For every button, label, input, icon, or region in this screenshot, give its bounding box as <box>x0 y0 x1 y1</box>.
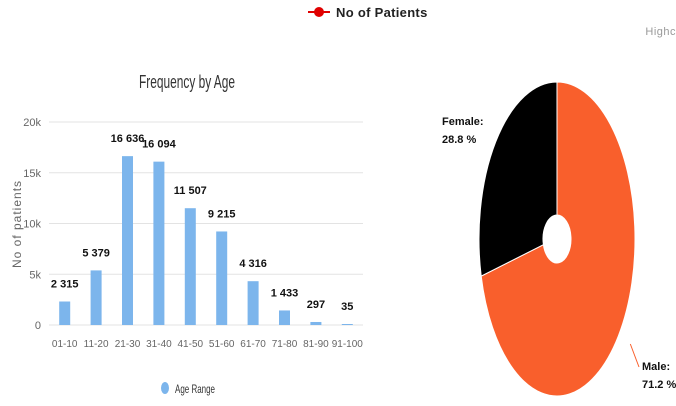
bar[interactable] <box>122 156 133 325</box>
x-tick-label: 81-90 <box>303 339 329 350</box>
legend-series-label: Age Range <box>175 382 215 396</box>
pie-slices <box>478 81 636 397</box>
bar-legend[interactable]: Age Range <box>161 382 215 396</box>
x-tick-label: 01-10 <box>52 339 78 350</box>
y-axis-label: No of patients <box>10 180 24 268</box>
pie-label-value: 28.8 % <box>442 134 476 146</box>
data-label: 5 379 <box>82 247 110 259</box>
bar[interactable] <box>184 208 196 325</box>
y-tick-label: 0 <box>35 320 41 332</box>
legend-marker-icon <box>308 6 330 18</box>
x-tick-label: 91-100 <box>332 339 364 350</box>
bar[interactable] <box>341 324 353 325</box>
pie-label-name: Female: <box>442 116 484 128</box>
bar[interactable] <box>153 161 165 325</box>
pie-label-value: 71.2 % <box>642 379 676 391</box>
y-tick-label: 20k <box>23 117 41 129</box>
x-tick-label: 31-40 <box>146 339 172 350</box>
x-tick-label: 41-50 <box>178 339 204 350</box>
pie-slice[interactable] <box>478 81 558 277</box>
y-tick-label: 5k <box>29 269 41 281</box>
data-label: 16 094 <box>142 139 177 151</box>
data-label: 297 <box>307 299 325 311</box>
data-label: 35 <box>341 301 353 313</box>
pie-slice[interactable] <box>480 81 636 397</box>
data-label: 4 316 <box>239 258 267 270</box>
pie-chart: Male: 71.2 % Female: 28.8 % <box>442 81 676 397</box>
legend-series-icon <box>161 382 169 394</box>
data-label: 2 315 <box>51 279 79 291</box>
bar[interactable] <box>279 310 290 325</box>
pie-label-name: Male: <box>642 361 670 373</box>
highcharts-credit[interactable]: Highc <box>645 26 676 38</box>
top-legend[interactable]: No of Patients <box>308 2 428 22</box>
bar[interactable] <box>216 231 228 325</box>
bars <box>59 156 353 325</box>
x-tick-label: 61-70 <box>240 339 266 350</box>
y-tick-label: 10k <box>23 219 41 231</box>
data-label: 1 433 <box>271 287 299 299</box>
bar[interactable] <box>247 281 259 325</box>
bar[interactable] <box>310 321 322 325</box>
pie-connector <box>629 343 640 368</box>
pie-labels: Male: 71.2 % Female: 28.8 % <box>442 116 676 391</box>
data-label: 11 507 <box>174 185 207 197</box>
x-tick-label: 71-80 <box>272 339 298 350</box>
bar-chart: Frequency by Age No of patients 0 5k 10k 15… <box>10 72 363 396</box>
pie-connectors <box>629 343 640 368</box>
bar[interactable] <box>90 270 102 325</box>
chart-title: Frequency by Age <box>139 72 235 92</box>
data-label: 9 215 <box>208 208 236 220</box>
top-legend-label: No of Patients <box>336 4 428 20</box>
y-tick-labels: 0 5k 10k 15k 20k <box>23 117 41 332</box>
x-tick-label: 11-20 <box>84 339 109 350</box>
x-tick-labels: 01-10 11-20 21-30 31-40 41-50 51-60 61-70 71-80… <box>52 339 363 350</box>
x-tick-label: 51-60 <box>209 339 235 350</box>
bar[interactable] <box>59 301 71 325</box>
x-tick-label: 21-30 <box>115 339 141 350</box>
data-label: 16 636 <box>111 133 145 145</box>
y-tick-label: 15k <box>23 168 41 180</box>
